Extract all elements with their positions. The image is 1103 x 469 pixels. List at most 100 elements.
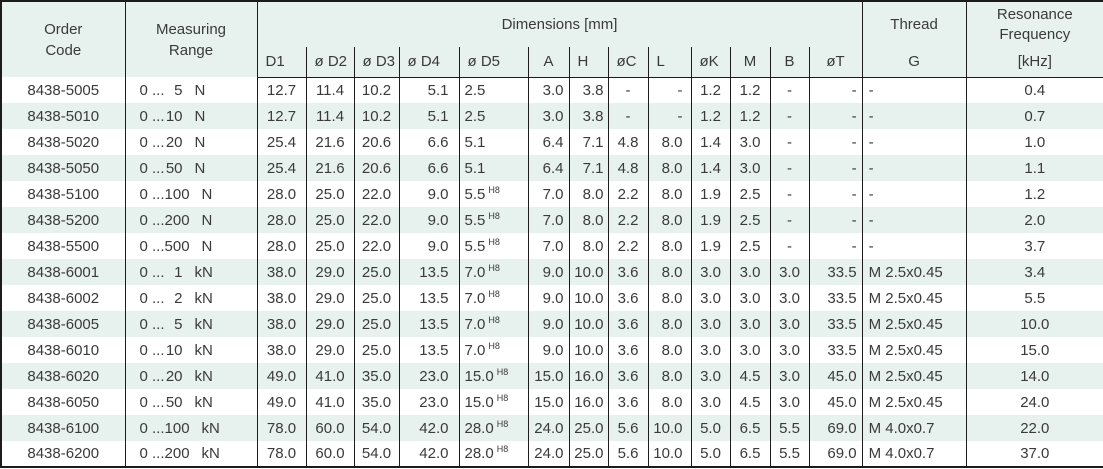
column-header-order-code: Order Code xyxy=(0,1,125,77)
dim-m-cell: 2.5 xyxy=(729,181,770,207)
dim-d4-cell: 13.5 xyxy=(398,337,459,363)
thread-g-cell: M 2.5x0.45 xyxy=(861,337,967,363)
range-prefix: 0 ... xyxy=(139,133,165,151)
resonance-frequency-cell: 2.0 xyxy=(965,207,1103,233)
dim-h-cell: 10.0 xyxy=(568,259,608,285)
dim-d5-cell: 7.0 H8 xyxy=(458,337,528,363)
dim-m-cell: 3.0 xyxy=(729,337,770,363)
dim-l-cell: 8.0 xyxy=(647,207,691,233)
dim-ot-cell: - xyxy=(808,181,863,207)
resonance-frequency-cell: 37.0 xyxy=(965,441,1103,467)
range-unit: kN xyxy=(194,315,213,333)
range-value: 50 xyxy=(165,159,183,177)
dim-m-cell: 3.0 xyxy=(729,155,770,181)
column-header-oc: øC xyxy=(607,47,648,78)
dim-oc-cell: 5.6 xyxy=(607,441,648,467)
dim-d3-cell: 10.2 xyxy=(353,103,399,129)
range-unit: N xyxy=(201,211,213,229)
dim-a-cell: 9.0 xyxy=(527,311,569,337)
dim-ot-cell: 69.0 xyxy=(808,441,863,467)
range-unit: N xyxy=(194,81,206,99)
range-prefix: 0 ... xyxy=(139,185,165,203)
dim-oc-cell: 4.8 xyxy=(607,129,648,155)
column-header-thread: Thread xyxy=(861,1,967,47)
dim-h-cell: 25.0 xyxy=(568,441,608,467)
resonance-frequency-cell: 22.0 xyxy=(965,415,1103,441)
range-prefix: 0 ... xyxy=(139,263,165,281)
thread-g-cell: M 2.5x0.45 xyxy=(861,311,967,337)
thread-g-cell: - xyxy=(861,129,967,155)
dim-ot-cell: - xyxy=(808,233,863,259)
dim-d5-tolerance: H8 xyxy=(488,262,500,273)
dim-d4-cell: 6.6 xyxy=(398,155,459,181)
dim-d5-value: 5.5 xyxy=(464,185,486,203)
column-header-h: H xyxy=(568,47,608,78)
dim-d3-cell: 25.0 xyxy=(353,311,399,337)
dim-d5-cell: 15.0 H8 xyxy=(458,389,528,415)
dim-oc-cell: 3.6 xyxy=(607,285,648,311)
dim-d1-cell: 78.0 xyxy=(256,415,306,441)
measuring-range-label-line1: Measuring xyxy=(155,20,227,38)
table-row: 8438-5005 0 ... 5 N 12.7 11.4 10.2 5.1 2… xyxy=(0,77,1103,103)
thread-g-cell: - xyxy=(861,181,967,207)
column-header-d5: ø D5 xyxy=(458,47,528,78)
dim-m-cell: 3.0 xyxy=(729,311,770,337)
table-body: 8438-5005 0 ... 5 N 12.7 11.4 10.2 5.1 2… xyxy=(0,77,1103,467)
dim-m-cell: 6.5 xyxy=(729,441,770,467)
dim-d5-value: 15.0 xyxy=(464,393,494,411)
dim-d2-cell: 21.6 xyxy=(305,155,354,181)
measuring-range-cell: 0 ... 100 kN xyxy=(124,415,257,441)
dim-d5-cell: 15.0 H8 xyxy=(458,363,528,389)
table-row: 8438-6050 0 ... 50 kN 49.0 41.0 35.0 23.… xyxy=(0,389,1103,415)
dim-d5-tolerance: H8 xyxy=(496,392,509,403)
dim-d4-cell: 13.5 xyxy=(398,259,459,285)
dim-ot-cell: - xyxy=(808,77,863,103)
range-prefix: 0 ... xyxy=(139,367,165,385)
dim-a-cell: 9.0 xyxy=(527,259,569,285)
measuring-range-cell: 0 ... 50 N xyxy=(124,155,257,181)
order-code-cell: 8438-5010 xyxy=(0,103,125,129)
dim-d2-cell: 29.0 xyxy=(305,311,354,337)
dim-a-cell: 9.0 xyxy=(527,285,569,311)
dim-d3-cell: 20.6 xyxy=(353,155,399,181)
measuring-range-cell: 0 ... 10 N xyxy=(124,103,257,129)
measuring-range-cell: 0 ... 50 kN xyxy=(124,389,257,415)
dim-d5-tolerance: H8 xyxy=(488,288,500,299)
dim-oc-cell: 3.6 xyxy=(607,389,648,415)
dim-d1-cell: 38.0 xyxy=(256,311,306,337)
resonance-frequency-cell: 10.0 xyxy=(965,311,1103,337)
dim-b-cell: 3.0 xyxy=(769,389,809,415)
thread-g-cell: M 2.5x0.45 xyxy=(861,389,967,415)
dim-oc-cell: 4.8 xyxy=(607,155,648,181)
dim-l-cell: 8.0 xyxy=(647,233,691,259)
dim-d5-tolerance: H8 xyxy=(496,366,509,377)
dim-a-cell: 15.0 xyxy=(527,363,569,389)
dim-d3-cell: 20.6 xyxy=(353,129,399,155)
dim-m-cell: 3.0 xyxy=(729,259,770,285)
dim-m-cell: 4.5 xyxy=(729,363,770,389)
dim-a-cell: 24.0 xyxy=(527,441,569,467)
table-row: 8438-6001 0 ... 1 kN 38.0 29.0 25.0 13.5… xyxy=(0,259,1103,285)
dim-d5-cell: 7.0 H8 xyxy=(458,259,528,285)
range-prefix: 0 ... xyxy=(139,341,165,359)
dim-ok-cell: 1.9 xyxy=(690,233,730,259)
dim-d1-cell: 28.0 xyxy=(256,181,306,207)
column-header-g: G xyxy=(861,47,967,78)
resonance-frequency-cell: 1.1 xyxy=(965,155,1103,181)
dim-d5-value: 7.0 xyxy=(464,341,486,359)
dim-d5-tolerance: H8 xyxy=(488,236,500,247)
dim-b-cell: 5.5 xyxy=(769,441,809,467)
dim-d2-cell: 41.0 xyxy=(305,389,354,415)
order-code-cell: 8438-6010 xyxy=(0,337,125,363)
resonance-frequency-cell: 3.7 xyxy=(965,233,1103,259)
resonance-frequency-cell: 3.4 xyxy=(965,259,1103,285)
dim-oc-cell: 2.2 xyxy=(607,233,648,259)
range-value: 200 xyxy=(164,445,190,462)
resonance-frequency-cell: 1.0 xyxy=(965,129,1103,155)
dim-ok-cell: 5.0 xyxy=(690,415,730,441)
dim-d5-cell: 5.5 H8 xyxy=(458,233,528,259)
dim-d1-cell: 78.0 xyxy=(256,441,306,467)
dim-h-cell: 25.0 xyxy=(568,415,608,441)
resonance-frequency-cell: 0.4 xyxy=(965,77,1103,103)
order-code-label-line1: Order xyxy=(44,20,83,38)
